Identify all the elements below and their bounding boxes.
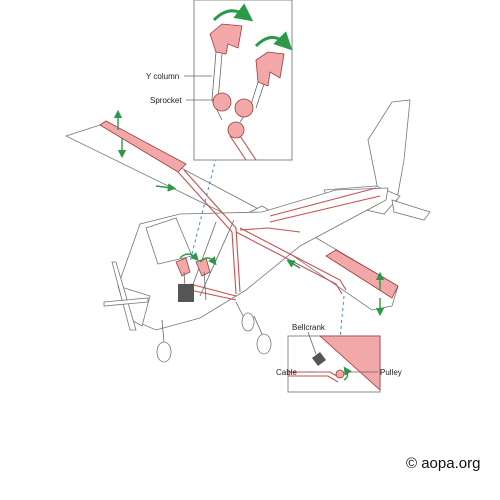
left-aileron-cable-arrow <box>155 183 177 192</box>
inset-yoke-right <box>255 51 285 87</box>
pulley-label: Pulley <box>380 368 402 377</box>
inset-pulley <box>335 369 345 379</box>
inset-aileron <box>318 335 381 391</box>
yoke-rotate-arrow-2 <box>199 256 217 266</box>
yoke-inset-frame <box>193 0 293 161</box>
inset-pulley-arrow <box>343 366 352 381</box>
yoke-rotate-arrow <box>179 252 199 261</box>
sprocket-label: Sprocket <box>150 96 182 105</box>
y-column-label: Y column <box>146 72 179 81</box>
propeller-blade-2 <box>103 297 149 307</box>
bellcrank-callout-line <box>339 295 345 339</box>
nose-landing-gear <box>156 319 172 363</box>
credit-text: © aopa.org <box>406 455 480 472</box>
main-landing-gear-left <box>235 301 255 332</box>
left-aileron <box>99 120 187 173</box>
main-landing-gear-right <box>253 315 272 355</box>
cockpit-yokes <box>175 257 211 303</box>
wing-strut-2 <box>199 219 235 297</box>
inset-rotate-arrow-right <box>254 31 293 51</box>
inset-rotate-arrow-left <box>212 3 254 22</box>
yoke-inset: Y column Sprocket <box>146 0 293 161</box>
inset-bellcrank <box>312 352 326 366</box>
control-cables <box>177 169 381 301</box>
right-aileron-cable-arrow <box>286 259 301 269</box>
inset-sprocket-center <box>227 121 245 139</box>
bellcrank-inset: Bellcrank Cable Pulley <box>276 323 402 393</box>
inset-sprocket-right <box>234 98 254 118</box>
bellcrank-label: Bellcrank <box>292 323 326 332</box>
cable-label: Cable <box>276 368 297 377</box>
inset-yoke-left <box>209 23 243 55</box>
propeller <box>111 261 137 331</box>
callout-lines <box>189 157 345 339</box>
horizontal-stabilizer-right <box>391 199 431 221</box>
motion-arrows <box>113 109 385 317</box>
inset-sprocket-left <box>212 92 232 112</box>
